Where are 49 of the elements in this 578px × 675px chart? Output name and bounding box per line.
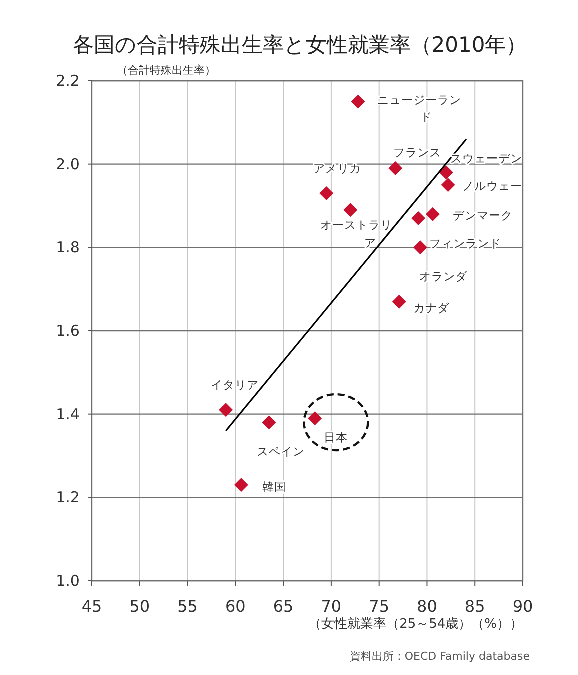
annotation: 日本 (324, 430, 348, 444)
point (439, 166, 454, 180)
y-tick-label: 2.2 (56, 72, 80, 90)
annotation: ノルウェー (462, 179, 522, 194)
point (414, 240, 428, 255)
text: 資料出所：OECD Family database (350, 650, 530, 663)
y-tick-label: 1.8 (56, 238, 80, 257)
x-tick-label: 75 (369, 597, 390, 616)
chart-title: 各国の合計特殊出生率と女性就業率（2010年） (72, 33, 528, 57)
annotation: フィンランド (430, 236, 502, 250)
annotation: カナダ (413, 300, 450, 315)
point (262, 416, 276, 430)
point (351, 94, 366, 109)
x-tick-label: 80 (417, 597, 438, 616)
y-tick-label: 2.0 (56, 155, 80, 174)
point (234, 478, 248, 492)
x-tick-label: 65 (273, 597, 294, 616)
annotation: オランダ (420, 270, 469, 284)
point (320, 186, 334, 200)
y-tick-label: 1.6 (56, 322, 80, 340)
annotation: イタリア (211, 378, 260, 392)
point (219, 403, 234, 418)
x-tick-label: 85 (464, 597, 486, 616)
annotation: ニュージーランド (377, 92, 462, 124)
annotation: オーストラリア (320, 218, 393, 250)
point (392, 294, 406, 309)
point (441, 178, 456, 192)
x-tick-label: 50 (130, 597, 150, 616)
point (344, 203, 358, 218)
annotation: デンマーク (452, 208, 513, 222)
annotation: スウェーデン (450, 152, 522, 166)
point (308, 412, 322, 426)
x-axis-title: （女性就業率（25～54歳）（%）） (308, 616, 523, 632)
x-tick-label: 90 (512, 597, 534, 616)
annotation: アメリカ (314, 162, 362, 176)
annotation: フランス (394, 146, 442, 160)
annotation: 韓国 (262, 480, 286, 494)
y-tick-label: 1.2 (56, 488, 80, 507)
x-tick-label: 45 (82, 597, 102, 616)
annotation: スペイン (257, 444, 306, 459)
x-tick-label: 55 (178, 597, 198, 616)
point (388, 162, 403, 176)
x-tick-label: 60 (225, 597, 246, 616)
y-tick-label: 1.0 (56, 572, 80, 590)
x-tick-label: 70 (321, 597, 342, 616)
point (412, 212, 426, 226)
y-tick-label: 1.4 (56, 405, 80, 424)
y-axis-title: （合計特殊出生率） (117, 64, 216, 77)
point (426, 207, 440, 222)
